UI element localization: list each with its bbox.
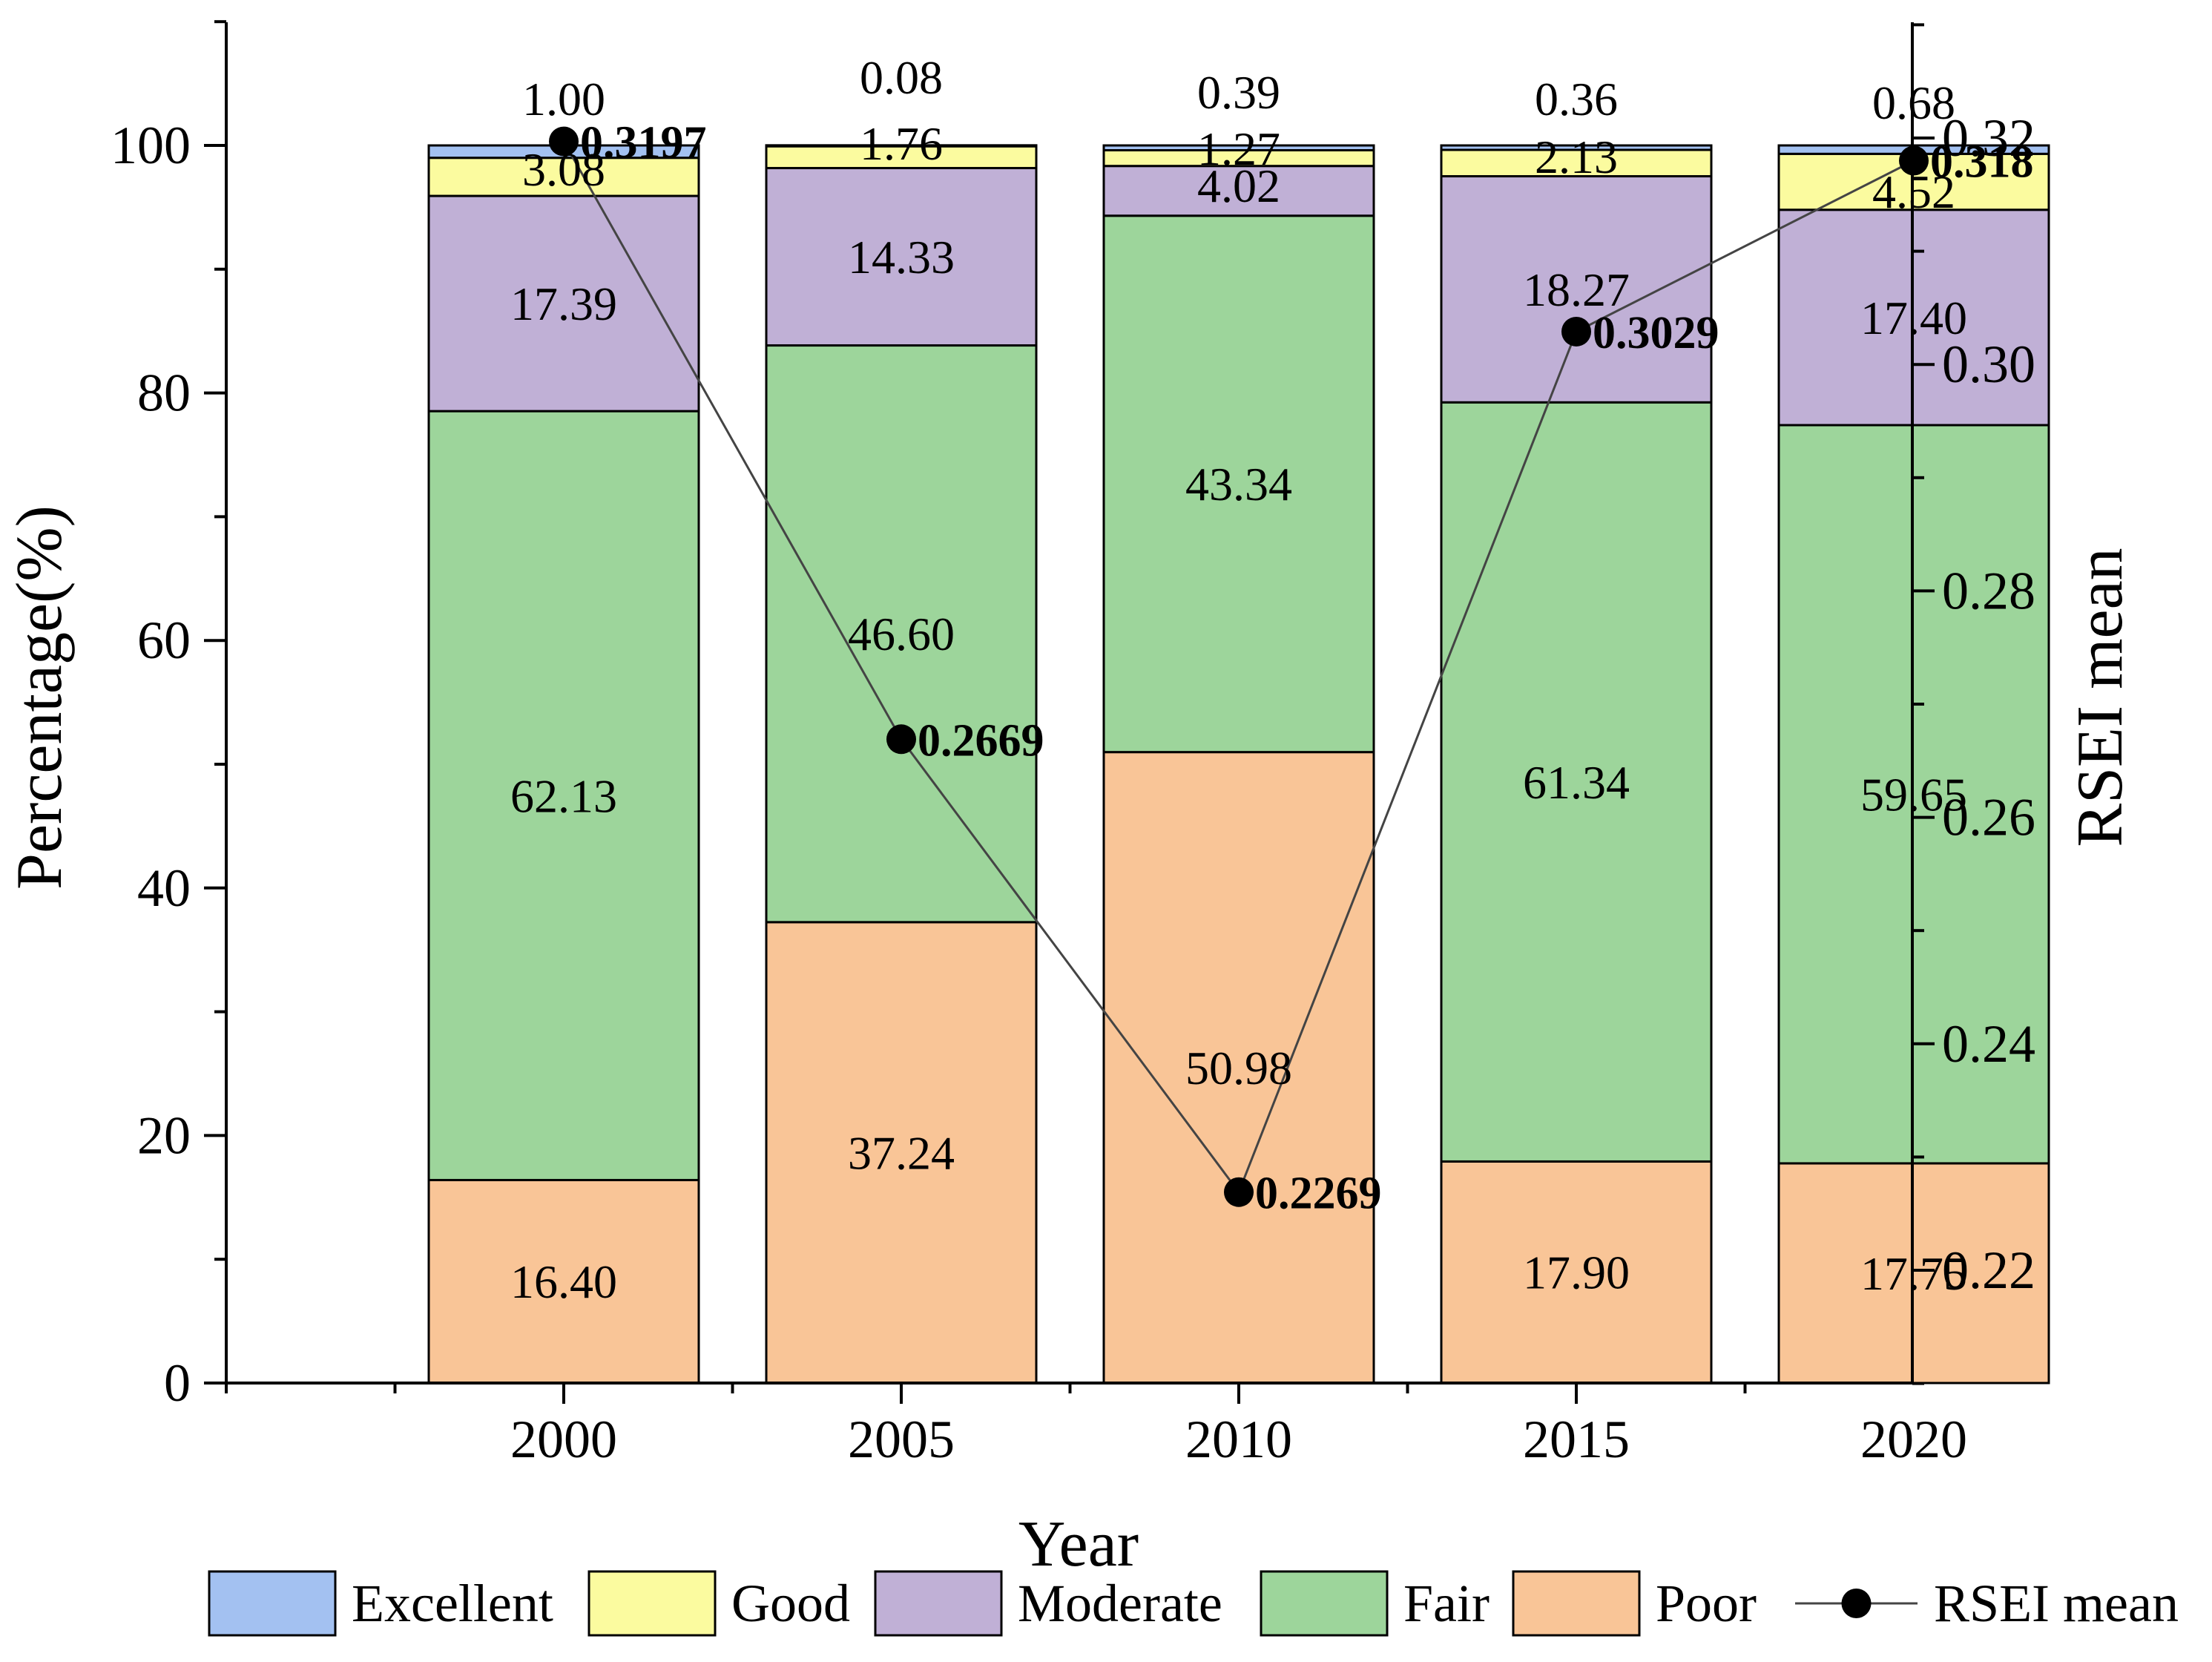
rsei-label-2000: 0.3197 (580, 118, 707, 168)
label-poor-2010: 50.98 (1185, 1042, 1292, 1094)
labels-layer: 16.40 62.13 17.39 3.08 1.00 37.24 46.60 14.33 1.… (510, 51, 1967, 1308)
rsei-label-2010: 0.2269 (1255, 1169, 1382, 1219)
legend-label-moderate: Moderate (1018, 1574, 1222, 1633)
axes-layer: 0 20 40 60 80 100 0.22 0.24 0.26 0.28 0.30 0.32 2000… (111, 20, 2035, 1469)
bar-moderate-2015 (1440, 175, 1713, 404)
y-tick-label-20: 20 (137, 1106, 191, 1165)
rsei-point-2010 (1224, 1177, 1254, 1207)
bar-excellent-2005 (765, 144, 1038, 148)
label-good-2010: 1.27 (1197, 122, 1280, 175)
legend-label-good: Good (731, 1574, 850, 1633)
legend-swatch-good (587, 1570, 717, 1637)
y-tick-label-60: 60 (137, 611, 191, 670)
rsei-point-2020 (1899, 145, 1929, 176)
label-fair-2005: 46.60 (848, 608, 955, 660)
label-moderate-2020: 17.40 (1860, 292, 1967, 344)
bar-fair-2010 (1102, 214, 1375, 754)
legend-swatch-fair (1260, 1570, 1389, 1637)
y2-tick-label-0.22: 0.22 (1942, 1241, 2035, 1300)
y2-tick-label-0.28: 0.28 (1942, 561, 2035, 620)
x-tick-label-2010: 2010 (1185, 1410, 1292, 1469)
label-moderate-2000: 17.39 (510, 277, 617, 330)
label-moderate-2015: 18.27 (1523, 263, 1630, 316)
label-fair-2020: 59.65 (1860, 768, 1967, 821)
y-tick-label-0: 0 (164, 1353, 191, 1413)
label-moderate-2010: 4.02 (1197, 160, 1280, 212)
bar-poor-2015 (1440, 1160, 1713, 1385)
y-axis-title: Percentage(%) (4, 505, 76, 890)
y-tick-label-40: 40 (137, 858, 191, 918)
x-axis-title: Year (1018, 1508, 1139, 1580)
bar-excellent-2010 (1102, 144, 1375, 152)
legend-swatch-moderate (874, 1570, 1003, 1637)
label-excellent-2010: 0.39 (1197, 66, 1280, 119)
label-poor-2020: 17.75 (1860, 1247, 1967, 1300)
x-tick-label-2005: 2005 (848, 1410, 955, 1469)
bar-fair-2015 (1440, 401, 1713, 1163)
label-good-2020: 4.52 (1872, 165, 1955, 218)
bar-poor-2010 (1102, 751, 1375, 1385)
label-good-2005: 1.76 (860, 117, 943, 170)
label-poor-2015: 17.90 (1523, 1246, 1630, 1299)
label-excellent-2000: 1.00 (522, 73, 605, 125)
bar-fair-2000 (427, 410, 700, 1181)
y2-axis-title: RSEI mean (2064, 548, 2136, 847)
rsei-line-layer: 0.3197 0.2669 0.2269 0.3029 0.318 (549, 118, 2034, 1219)
y-tick-label-80: 80 (137, 364, 191, 423)
rsei-label-2005: 0.2669 (918, 715, 1044, 766)
label-fair-2000: 62.13 (510, 769, 617, 822)
label-good-2000: 3.08 (522, 143, 605, 196)
rsei-point-2000 (549, 126, 579, 157)
y-tick-label-100: 100 (111, 116, 191, 175)
legend-marker-rsei-mean (1841, 1589, 1872, 1618)
label-poor-2000: 16.40 (510, 1255, 617, 1308)
legend-label-excellent: Excellent (352, 1574, 553, 1633)
bar-moderate-2005 (765, 167, 1038, 347)
bar-good-2015 (1440, 148, 1713, 178)
label-moderate-2005: 14.33 (848, 231, 955, 283)
label-fair-2015: 61.34 (1523, 756, 1630, 809)
y2-tick-label-0.26: 0.26 (1942, 788, 2035, 847)
bar-good-2000 (427, 157, 700, 197)
legend-label-poor: Poor (1656, 1574, 1757, 1633)
label-good-2015: 2.13 (1535, 131, 1618, 183)
label-excellent-2020: 0.68 (1872, 76, 1955, 129)
bar-fair-2005 (765, 344, 1038, 924)
legend-swatch-poor (1512, 1570, 1641, 1637)
rsei-point-2005 (886, 724, 916, 755)
legend-label-fair: Fair (1403, 1574, 1490, 1633)
x-tick-label-2020: 2020 (1860, 1410, 1967, 1469)
x-tick-label-2000: 2000 (510, 1410, 617, 1469)
label-excellent-2005: 0.08 (860, 51, 943, 104)
y2-tick-label-0.30: 0.30 (1942, 335, 2035, 394)
legend: Excellent Good Moderate Fair Poor RSEI mean (208, 1570, 2179, 1637)
rsei-label-2015: 0.3029 (1593, 308, 1719, 358)
x-tick-label-2015: 2015 (1523, 1410, 1630, 1469)
label-excellent-2015: 0.36 (1535, 73, 1618, 125)
label-poor-2005: 37.24 (848, 1126, 955, 1179)
y2-tick-label-0.24: 0.24 (1942, 1014, 2035, 1074)
legend-swatch-excellent (208, 1570, 337, 1637)
bar-moderate-2010 (1102, 165, 1375, 217)
y2-tick-label-0.32: 0.32 (1942, 108, 2035, 168)
rsei-point-2015 (1561, 316, 1591, 346)
rsei-label-2020: 0.318 (1930, 137, 2034, 188)
label-fair-2010: 43.34 (1185, 458, 1292, 510)
legend-label-rsei-mean: RSEI mean (1934, 1574, 2179, 1633)
bar-excellent-2015 (1440, 144, 1713, 151)
bar-poor-2000 (427, 1178, 700, 1385)
bars-layer (427, 144, 2050, 1385)
